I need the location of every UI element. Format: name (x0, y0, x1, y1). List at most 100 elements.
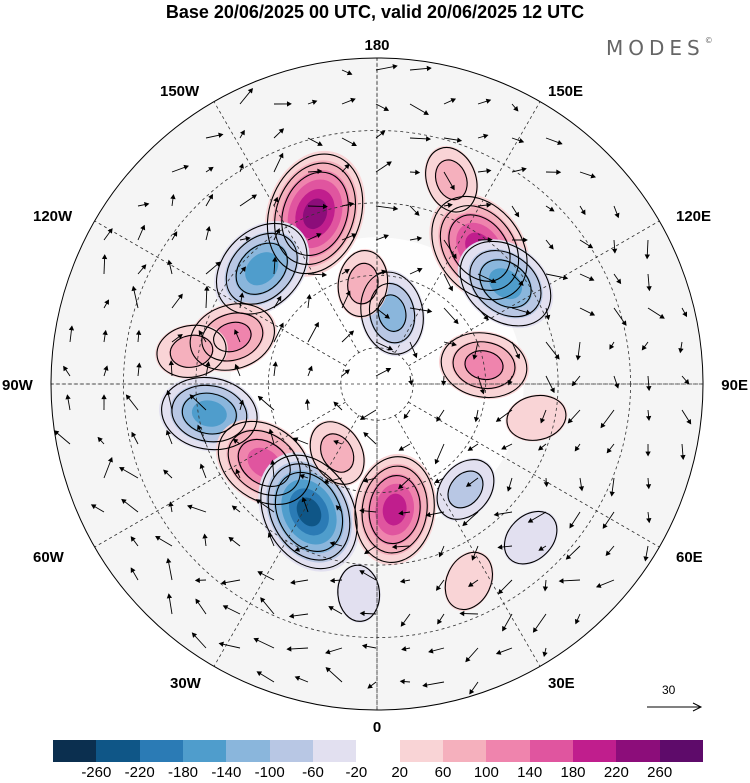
wind-arrow-head (554, 354, 560, 360)
wind-arrow-head (208, 193, 213, 200)
wind-arrow-head (222, 605, 229, 611)
wind-arrow-head (53, 430, 60, 436)
wind-arrow-head (645, 484, 652, 490)
colorbar-tick-label: 60 (434, 764, 452, 781)
wind-arrow-head (556, 169, 562, 175)
wind-arrow-head (678, 347, 684, 354)
colorbar-swatch (443, 740, 487, 762)
wind-arrow-head (364, 549, 370, 555)
wind-arrow-head (311, 99, 318, 105)
wind-arrow-head (208, 166, 214, 172)
lon-label-0: 0 (373, 719, 381, 736)
anomaly-shade (191, 400, 227, 427)
wind-arrow-head (447, 202, 453, 208)
wind-arrow-head (204, 285, 210, 291)
wind-arrow-head (255, 499, 262, 505)
wind-arrow-head (646, 385, 652, 392)
wind-arrow-head (473, 416, 480, 423)
wind-arrow-head (646, 286, 652, 292)
wind-arrow-head (205, 361, 211, 367)
wind-arrow-head (605, 550, 611, 557)
wind-arrow-head (600, 422, 606, 429)
lon-label-120w: 120W (33, 208, 73, 225)
wind-arrow-head (270, 459, 276, 465)
wind-arrow-head (403, 413, 409, 420)
colorbar-tick-label: -180 (167, 764, 199, 781)
meridian-line (394, 415, 541, 667)
wind-arrow-head (97, 436, 103, 443)
wind-arrow-head (68, 325, 75, 331)
wind-arrow-head (497, 544, 503, 550)
height-contour (320, 433, 355, 473)
wind-arrow-head (119, 467, 125, 472)
wind-arrow-head (425, 512, 431, 518)
wind-arrow-head (680, 454, 686, 461)
wind-vectors (53, 64, 692, 695)
meridian-line (213, 101, 360, 353)
meridian-line (213, 415, 360, 667)
height-contour (266, 153, 364, 275)
wind-arrow-head (686, 418, 692, 425)
wind-arrow-head (645, 415, 652, 421)
wind-arrow-head (472, 354, 478, 360)
wind-arrow-head (234, 329, 239, 335)
lon-label-60e: 60E (676, 549, 703, 566)
height-contour (506, 394, 567, 441)
wind-arrow-head (588, 276, 595, 281)
map-boundary (50, 57, 704, 711)
height-contour (201, 312, 264, 362)
wind-arrow-head (177, 333, 183, 340)
wind-arrow-head (646, 518, 652, 524)
wind-arrow-head (507, 379, 513, 386)
wind-arrow-head (574, 618, 580, 625)
wind-arrow-head (462, 520, 468, 527)
anomaly-shade (444, 550, 494, 612)
wind-arrow-head (257, 571, 263, 576)
colorbar-tick-label: 100 (473, 764, 499, 781)
wind-arrow-head (257, 395, 264, 402)
height-contour (217, 420, 311, 506)
colorbar-swatch (486, 740, 531, 762)
wind-arrow-head (272, 256, 278, 262)
wind-arrow-head (606, 447, 612, 454)
wind-arrow-head (239, 399, 245, 406)
anomaly-shade (503, 510, 559, 566)
wind-arrow-head (317, 168, 323, 174)
height-contours (156, 147, 567, 622)
colorbar-swatch (399, 740, 444, 762)
wind-arrow-head (167, 259, 173, 266)
wind-arrow-head (513, 106, 519, 112)
wind-arrow-head (490, 278, 497, 284)
colorbar-swatch (616, 740, 661, 762)
wind-arrow-head (609, 491, 615, 497)
wind-arrow-head (187, 504, 193, 510)
wind-arrow-head (548, 244, 554, 250)
wind-arrow-head (329, 541, 336, 547)
wind-arrow-head (459, 610, 465, 617)
wind-arrow-head (288, 613, 295, 619)
wind-arrow-head (247, 88, 253, 94)
height-contour (237, 438, 291, 487)
wind-arrow-head (434, 478, 440, 484)
wind-arrow-head (292, 437, 299, 443)
wind-arrow-head (63, 365, 69, 372)
wind-arrow-head (286, 646, 292, 652)
wind-arrow-head (165, 389, 172, 396)
wind-arrow-head (659, 313, 665, 319)
wind-arrow-head (239, 292, 245, 298)
wind-arrow-head (141, 264, 147, 270)
wind-arrow-head (465, 481, 472, 487)
wind-arrow-head (325, 649, 331, 655)
wind-arrow-head (417, 267, 423, 273)
copyright-icon: © (704, 36, 713, 45)
wind-arrow-head (483, 314, 489, 321)
height-contour (425, 147, 478, 213)
wind-arrow-head (253, 637, 259, 643)
wind-arrow-head (195, 598, 201, 605)
anomaly-shade (447, 470, 484, 509)
wind-arrow-head (314, 321, 319, 328)
meridian-line (394, 101, 541, 353)
wind-arrow-head (423, 110, 429, 115)
anomaly-shade (336, 563, 381, 623)
colorbar-swatch (226, 740, 271, 762)
